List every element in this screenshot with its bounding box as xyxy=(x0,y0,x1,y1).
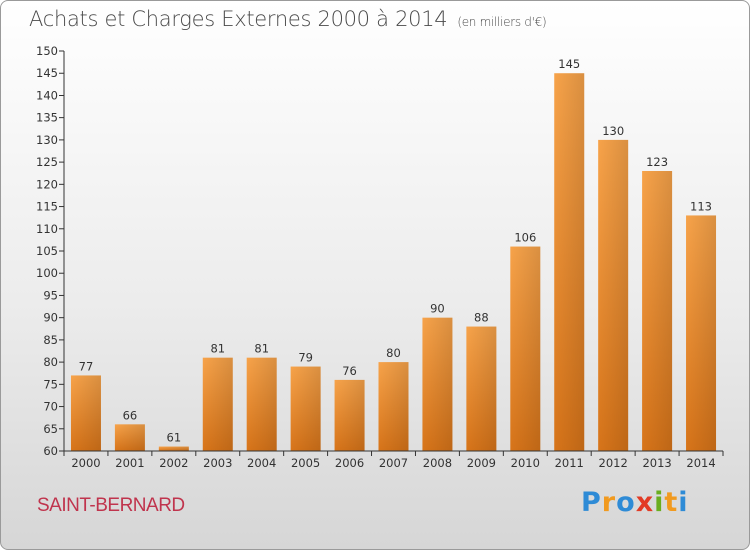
chart-title: Achats et Charges Externes 2000 à 2014 (e… xyxy=(29,7,547,31)
y-tick-label: 115 xyxy=(36,200,58,214)
axis-layer: 60 65 70 75 80 85 90 95 100 105 110 115 120 125 130 135… xyxy=(36,44,724,470)
value-label: 113 xyxy=(690,199,712,213)
bar-shade xyxy=(114,424,145,451)
value-label: 123 xyxy=(646,155,668,169)
value-label: 80 xyxy=(386,346,401,360)
y-tick-label: 120 xyxy=(36,177,58,191)
proxiti-logo: Proxiti xyxy=(581,487,689,518)
x-tick-label: 2008 xyxy=(423,456,452,470)
y-tick-label: 145 xyxy=(36,66,58,80)
bar-shade xyxy=(290,366,321,451)
x-tick-label: 2011 xyxy=(555,456,584,470)
value-label: 81 xyxy=(210,342,225,356)
y-tick-label: 130 xyxy=(36,133,58,147)
x-tick-label: 2006 xyxy=(335,456,364,470)
bar-shade xyxy=(642,171,673,451)
chart-unit: (en milliers d'€) xyxy=(457,15,547,29)
x-tick-label: 2002 xyxy=(159,456,188,470)
bar-shade xyxy=(334,379,365,451)
y-tick-label: 90 xyxy=(43,311,58,325)
bar-shade xyxy=(202,357,233,451)
logo-letter: t xyxy=(664,487,679,518)
x-tick-label: 2010 xyxy=(511,456,540,470)
commune-name: SAINT-BERNARD xyxy=(37,495,185,516)
x-tick-label: 2007 xyxy=(379,456,408,470)
value-label: 79 xyxy=(298,351,313,365)
y-tick-label: 70 xyxy=(43,400,58,414)
value-label: 61 xyxy=(167,431,182,445)
x-tick-label: 2012 xyxy=(599,456,628,470)
value-label: 66 xyxy=(123,408,138,422)
bar-shade xyxy=(598,139,629,451)
value-label: 77 xyxy=(79,359,94,373)
x-tick-label: 2004 xyxy=(247,456,276,470)
bar-shade xyxy=(510,246,541,451)
bars-layer: 77 66 61 81 81 79 76 80 90 88 106 145 130 123 113 xyxy=(70,57,717,451)
x-tick-label: 2013 xyxy=(642,456,671,470)
y-tick-label: 100 xyxy=(36,266,58,280)
value-label: 90 xyxy=(430,302,445,316)
bar-shade xyxy=(686,215,717,451)
logo-letter: o xyxy=(616,487,636,518)
y-tick-label: 85 xyxy=(43,333,58,347)
logo-letter: i xyxy=(654,487,665,518)
y-tick-label: 110 xyxy=(36,222,58,236)
y-tick-label: 140 xyxy=(36,88,58,102)
value-label: 88 xyxy=(474,311,489,325)
logo-letter: x xyxy=(635,487,655,518)
value-label: 130 xyxy=(602,124,624,138)
y-tick-label: 125 xyxy=(36,155,58,169)
y-tick-label: 80 xyxy=(43,355,58,369)
y-tick-label: 105 xyxy=(36,244,58,258)
bar-shade xyxy=(378,362,409,451)
y-tick-label: 75 xyxy=(43,377,58,391)
x-tick-label: 2003 xyxy=(203,456,232,470)
x-tick-label: 2005 xyxy=(291,456,320,470)
x-tick-label: 2000 xyxy=(71,456,100,470)
y-tick-label: 95 xyxy=(43,288,58,302)
value-label: 76 xyxy=(342,364,357,378)
value-label: 106 xyxy=(514,231,536,245)
x-tick-label: 2001 xyxy=(115,456,144,470)
chart-title-text: Achats et Charges Externes 2000 à 2014 xyxy=(29,7,448,31)
value-label: 145 xyxy=(558,57,580,71)
bar-shade xyxy=(246,357,277,451)
y-tick-label: 60 xyxy=(43,444,58,458)
logo-letter: P xyxy=(581,487,602,518)
x-tick-label: 2014 xyxy=(686,456,715,470)
logo-letter: i xyxy=(678,487,689,518)
bar-shade xyxy=(466,326,497,451)
y-tick-label: 65 xyxy=(43,422,58,436)
logo-letter: r xyxy=(601,487,617,518)
bar-shade xyxy=(422,317,453,451)
bar-shade xyxy=(554,73,585,451)
bar-shade xyxy=(158,446,189,451)
value-label: 81 xyxy=(254,342,269,356)
y-tick-label: 135 xyxy=(36,111,58,125)
x-tick-label: 2009 xyxy=(467,456,496,470)
bar-shade xyxy=(70,375,101,451)
y-tick-label: 150 xyxy=(36,44,58,58)
